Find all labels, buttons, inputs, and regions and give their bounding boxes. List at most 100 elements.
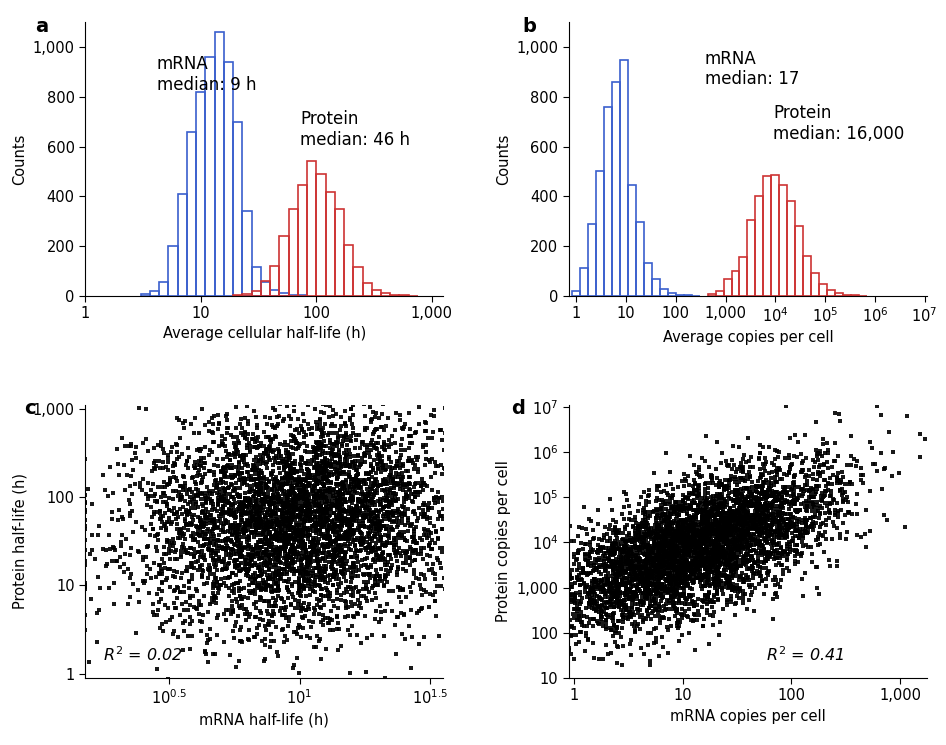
Point xyxy=(665,503,680,515)
Point xyxy=(218,467,233,479)
Point xyxy=(737,522,752,533)
Point xyxy=(780,524,796,536)
Point xyxy=(783,518,798,530)
Point xyxy=(186,551,201,563)
Point xyxy=(728,529,744,541)
Point xyxy=(620,583,635,595)
Point xyxy=(358,450,373,462)
Point xyxy=(589,576,604,588)
Point xyxy=(258,493,273,505)
Point xyxy=(439,478,454,489)
Point xyxy=(116,459,131,471)
Point xyxy=(428,467,443,479)
Point xyxy=(465,557,481,568)
Point xyxy=(612,594,627,606)
Point xyxy=(275,534,290,546)
Point xyxy=(131,402,147,414)
Point xyxy=(294,539,309,551)
Point xyxy=(726,513,741,524)
Point xyxy=(638,495,653,507)
Point xyxy=(351,524,366,536)
Point xyxy=(785,544,800,556)
Point xyxy=(426,426,441,438)
Point xyxy=(331,501,346,513)
Point xyxy=(193,460,208,472)
Point xyxy=(366,463,381,475)
Point xyxy=(456,484,471,495)
Point xyxy=(646,560,661,572)
Point xyxy=(718,525,733,537)
Point xyxy=(274,499,289,511)
Point xyxy=(235,422,250,434)
Point xyxy=(365,496,380,508)
Point xyxy=(817,497,832,509)
Point xyxy=(542,565,557,577)
Point xyxy=(102,529,117,541)
Point xyxy=(747,557,762,569)
Point xyxy=(389,495,404,507)
Point xyxy=(377,579,392,591)
Point xyxy=(670,547,685,559)
Point xyxy=(329,610,344,622)
Point xyxy=(656,545,671,557)
Point xyxy=(320,457,335,469)
Bar xyxy=(763,177,771,296)
Point xyxy=(727,510,742,522)
Point xyxy=(257,547,272,559)
Point xyxy=(422,526,437,538)
Point xyxy=(797,524,813,536)
Point xyxy=(620,609,635,621)
Point xyxy=(849,460,864,472)
Point xyxy=(717,526,732,538)
Point xyxy=(209,534,224,546)
Point xyxy=(775,514,790,526)
Point xyxy=(264,541,279,553)
Point xyxy=(193,477,208,489)
Point xyxy=(342,480,357,492)
Point xyxy=(730,533,745,545)
Point xyxy=(284,549,299,561)
Point xyxy=(763,548,779,559)
Point xyxy=(800,501,815,513)
Point xyxy=(407,568,422,580)
Point xyxy=(681,548,696,559)
Point xyxy=(738,549,753,561)
Point xyxy=(353,502,368,514)
Point xyxy=(717,550,732,562)
Point xyxy=(645,568,660,580)
Point xyxy=(448,443,464,455)
Point xyxy=(705,545,720,557)
Point xyxy=(338,504,353,516)
Point xyxy=(607,547,622,559)
Point xyxy=(332,489,347,501)
Point xyxy=(289,423,305,435)
Point xyxy=(301,463,316,475)
Point xyxy=(682,536,697,548)
Point xyxy=(603,493,618,505)
Point xyxy=(665,551,680,563)
Point xyxy=(275,477,290,489)
Point xyxy=(309,478,324,489)
Point xyxy=(257,653,272,665)
Bar xyxy=(344,244,353,296)
Point xyxy=(169,592,184,604)
Point xyxy=(355,456,370,468)
Point xyxy=(244,522,259,533)
Point xyxy=(726,522,741,533)
Point xyxy=(620,552,635,564)
Point xyxy=(657,585,673,597)
Point xyxy=(741,542,756,554)
Point xyxy=(462,550,477,562)
Point xyxy=(265,459,280,471)
Point xyxy=(692,489,707,501)
Point xyxy=(162,475,177,486)
Point xyxy=(319,458,334,470)
Point xyxy=(237,609,253,621)
Point xyxy=(753,513,768,525)
Point xyxy=(333,485,348,497)
Point xyxy=(264,466,279,478)
Point xyxy=(743,545,758,557)
Point xyxy=(390,455,405,467)
Point xyxy=(798,520,814,532)
Point xyxy=(789,507,804,519)
